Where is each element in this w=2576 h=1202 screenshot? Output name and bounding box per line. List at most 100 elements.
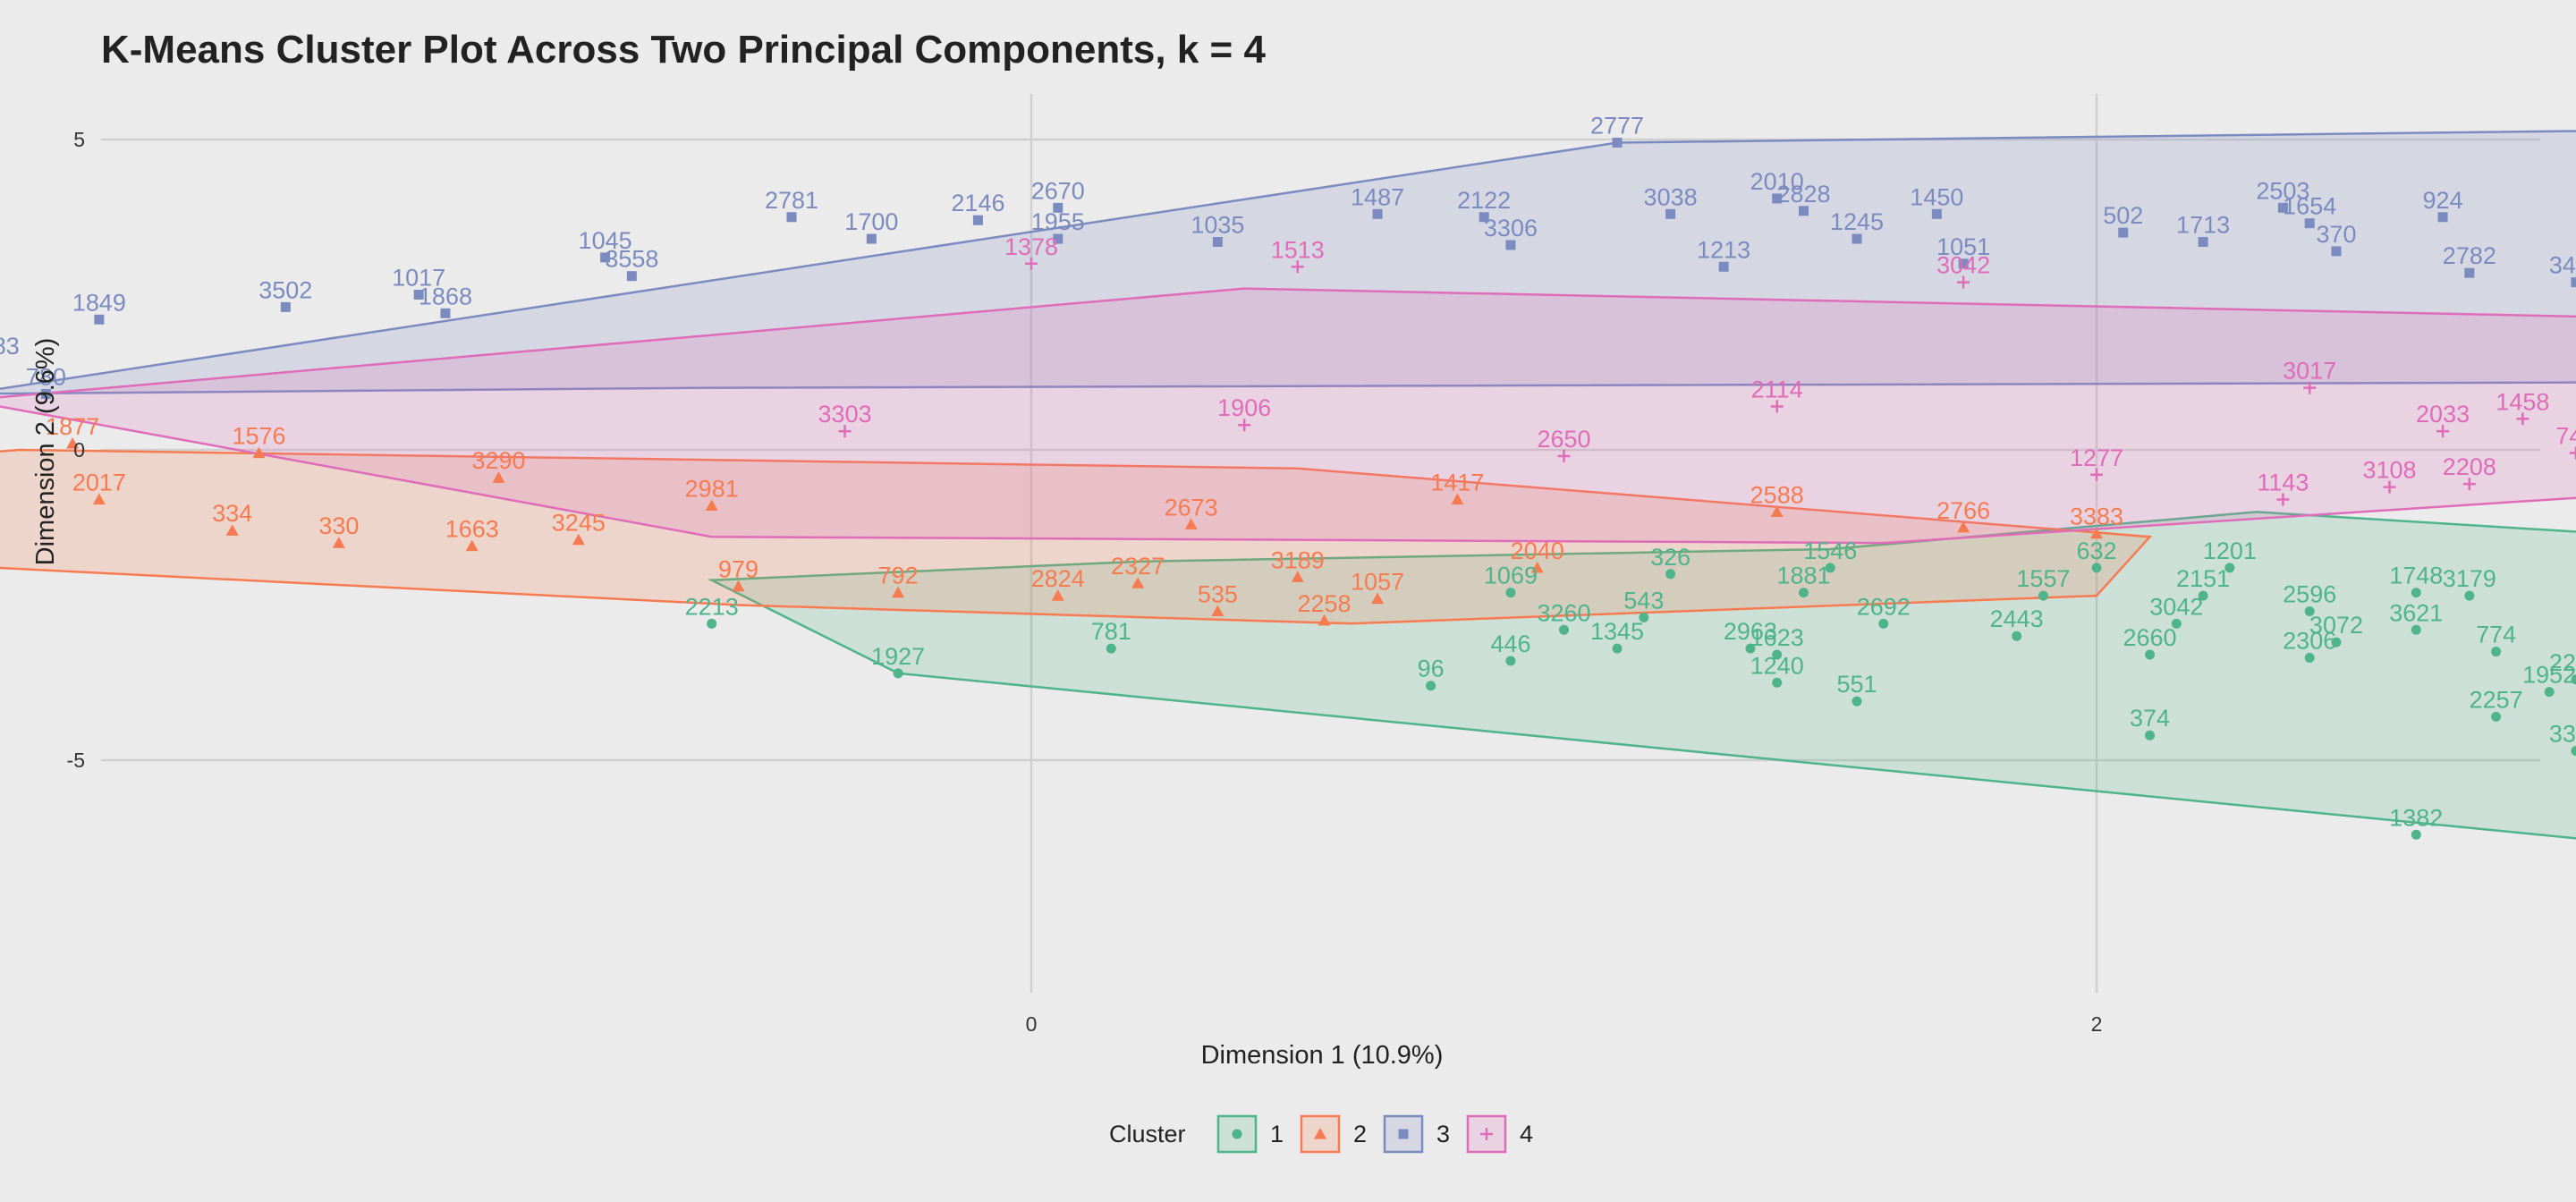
cluster-1-point — [2304, 652, 2315, 663]
cluster-3-point — [1398, 1129, 1409, 1139]
cluster-3-point — [1958, 258, 1969, 269]
cluster-4-point-label: 1143 — [2257, 470, 2309, 496]
cluster-2-point-label: 2824 — [1031, 565, 1085, 592]
cluster-4-point — [2303, 381, 2317, 394]
cluster-2-point — [252, 446, 266, 459]
cluster-4-point-label: 1513 — [1271, 236, 1325, 263]
cluster-3-point — [280, 301, 291, 312]
cluster-1-point-label: 1952 — [2522, 662, 2576, 689]
cluster-3-point — [1931, 208, 1942, 219]
cluster-1-point-label: 551 — [1836, 671, 1877, 698]
cluster-2-point-label: 2017 — [72, 470, 126, 496]
cluster-3-point-label: 2670 — [1031, 177, 1085, 204]
cluster-4-point-label: 3042 — [1936, 252, 1990, 279]
cluster-4-point-label: 2208 — [2443, 453, 2496, 480]
cluster-1-point — [2411, 588, 2421, 598]
cluster-3-point — [1505, 240, 1516, 250]
cluster-2-point — [572, 533, 585, 546]
cluster-1-point-label: 2213 — [685, 593, 739, 620]
cluster-3-point-label: 1213 — [1697, 236, 1750, 263]
cluster-3-point-label: 2782 — [2443, 242, 2496, 269]
cluster-4-point-label: 1277 — [2070, 444, 2123, 471]
cluster-3-point — [2198, 237, 2208, 248]
cluster-3-point-label: 1245 — [1830, 208, 1884, 235]
legend-item-cluster-3: 3 — [1383, 1114, 1450, 1154]
cluster-1-point-label: 2596 — [2283, 580, 2336, 607]
cluster-1-point — [1772, 677, 1783, 688]
cluster-3-point — [1612, 137, 1623, 148]
cluster-4-point-label: 2033 — [2416, 401, 2470, 427]
cluster-1-point-label: 1069 — [1484, 563, 1538, 589]
cluster-3-point — [2464, 267, 2475, 278]
cluster-2-point-label: 2040 — [1511, 538, 1564, 564]
cluster-3-point — [2304, 218, 2315, 229]
cluster-4-point-label: 1906 — [1217, 394, 1271, 421]
cluster-4-point-label: 3303 — [818, 401, 872, 427]
cluster-2-point — [66, 437, 80, 449]
cluster-1-point-label: 1623 — [1750, 624, 1804, 651]
cluster-1-point-label: 1748 — [2389, 563, 2443, 589]
cluster-1-point-label: 3179 — [2443, 565, 2496, 592]
cluster-3-point-label: 3283 — [0, 333, 20, 360]
cluster-1-point-label: 2443 — [1990, 605, 2044, 632]
cluster-1-point-label: 781 — [1091, 618, 1131, 645]
cluster-1-point — [2331, 637, 2342, 648]
cluster-4-point — [2276, 493, 2290, 506]
cluster-1-point — [2491, 647, 2502, 657]
cluster-1-point — [1772, 649, 1783, 660]
cluster-2-point-label: 3245 — [552, 510, 606, 537]
cluster-3-point — [1718, 261, 1729, 272]
cluster-3-point-label: 1035 — [1191, 212, 1244, 239]
cluster-2-point-label: 2981 — [685, 475, 739, 502]
cluster-2-point — [492, 471, 505, 483]
cluster-1-point-label: 3304 — [2549, 721, 2576, 748]
cluster-2-point — [1530, 561, 1544, 573]
cluster-1-point — [893, 668, 903, 679]
axis-ticks: -2024-505 — [67, 128, 2103, 1036]
cluster-3-point-label: 502 — [2103, 202, 2143, 229]
cluster-3-point — [600, 252, 611, 263]
cluster-3-point-label: 2777 — [1590, 112, 1644, 139]
cluster-hulls — [0, 130, 2576, 840]
cluster-4-point — [2516, 412, 2529, 426]
cluster-4-point-label: 2650 — [1537, 426, 1590, 453]
cluster-1-point — [1878, 618, 1889, 629]
cluster-1-point — [2464, 590, 2475, 601]
cluster-1-point — [2145, 649, 2156, 660]
cluster-1-point — [1852, 696, 1862, 707]
cluster-1-point — [1559, 624, 1569, 635]
cluster-1-point-label: 2692 — [1857, 593, 1911, 620]
cluster-4-point — [1957, 275, 1970, 289]
cluster-1-point — [2411, 624, 2421, 635]
cluster-4-point — [1238, 419, 1251, 432]
cluster-3-point — [1372, 208, 1383, 219]
chart-title: K-Means Cluster Plot Across Two Principa… — [101, 28, 1266, 72]
cluster-4-point — [838, 425, 852, 438]
cluster-1-point — [2304, 605, 2315, 616]
cluster-1-point-label: 2212 — [2549, 649, 2576, 676]
legend-title: Cluster — [1109, 1121, 1186, 1147]
cluster-1-point — [2544, 687, 2555, 698]
cluster-3-point-label: 1955 — [1031, 208, 1085, 235]
cluster-3-point — [866, 233, 877, 244]
cluster-1-point-label: 446 — [1490, 631, 1530, 657]
cluster-3-point-label: 3475 — [2549, 252, 2576, 279]
cluster-4-point-label: 745 — [2555, 422, 2576, 449]
cluster-3-point-label: 3038 — [1644, 183, 1698, 210]
cluster-3-point-label: 3306 — [1484, 215, 1538, 241]
cluster-3-point-label: 2146 — [951, 190, 1004, 216]
cluster-4-point-label: 2114 — [1751, 376, 1803, 402]
y-tick-label: 0 — [73, 438, 85, 461]
cluster-3-point — [40, 389, 51, 400]
cluster-2-point-label: 1576 — [232, 422, 285, 449]
cluster-3-point — [786, 212, 797, 223]
cluster-1-point — [2012, 631, 2022, 641]
cluster-3-point — [94, 314, 105, 325]
cluster-1-point-label: 2963 — [1724, 618, 1777, 645]
legend-item-cluster-4: 4 — [1466, 1114, 1533, 1154]
cluster-3-point-label: 1700 — [844, 208, 898, 235]
cluster-1-hull — [707, 511, 2576, 840]
cluster-2-point — [892, 586, 905, 598]
cluster-3-point — [2437, 212, 2448, 223]
cluster-3-point — [1772, 193, 1783, 204]
